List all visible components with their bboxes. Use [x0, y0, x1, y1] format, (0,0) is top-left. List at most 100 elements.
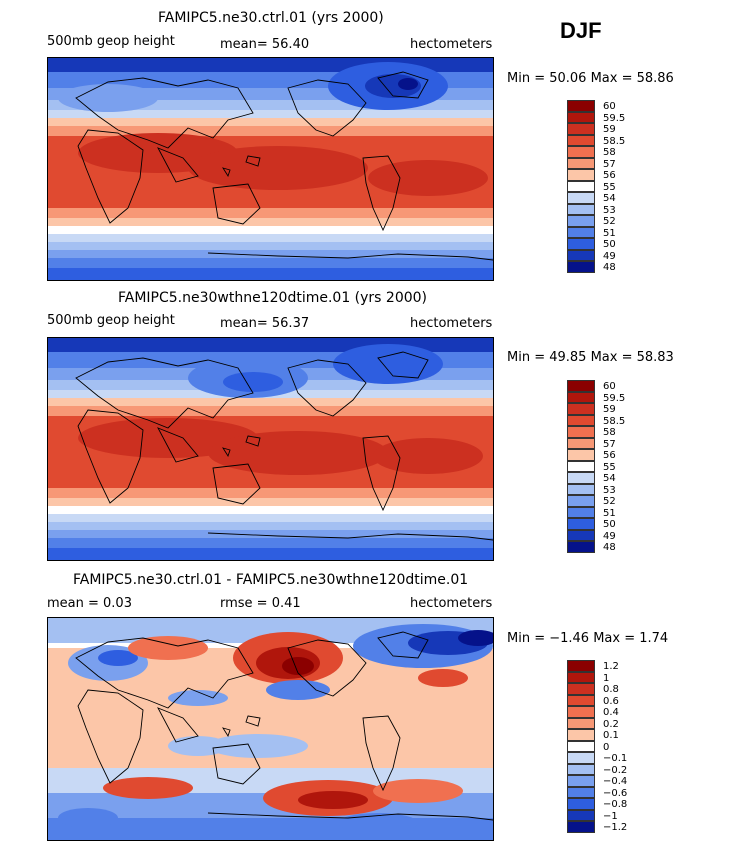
coastline — [77, 409, 144, 504]
panel1-mean-label: mean= 56.40 — [220, 37, 310, 52]
colorbar-swatch — [567, 717, 595, 729]
contour-region — [208, 431, 388, 475]
coastline — [362, 155, 401, 232]
colorbar-label: −0.6 — [603, 787, 628, 799]
colorbar-swatch — [567, 111, 595, 123]
contour-region — [373, 438, 483, 474]
colorbar-swatch — [567, 821, 595, 833]
colorbar-swatch — [567, 391, 595, 403]
colorbar-swatch — [567, 169, 595, 181]
contour-band — [48, 538, 493, 548]
contour-band — [48, 398, 493, 406]
coastline — [77, 689, 144, 784]
colorbar-label: 51 — [603, 227, 616, 239]
colorbar-swatch — [567, 472, 595, 484]
colorbar-swatch — [567, 694, 595, 706]
coastline — [245, 435, 261, 447]
colorbar-label: 52 — [603, 216, 616, 227]
colorbar-label: 58.5 — [603, 415, 626, 427]
colorbar-swatch — [567, 740, 595, 752]
colorbar-swatch — [567, 683, 595, 695]
coastline — [377, 631, 429, 659]
colorbar-swatch — [567, 192, 595, 204]
colorbar-label: 58 — [603, 147, 616, 158]
contour-band — [48, 498, 493, 506]
coastline — [75, 357, 254, 429]
colorbar-label: 56 — [603, 450, 616, 461]
colorbar-label: 51 — [603, 507, 616, 519]
colorbar-swatch — [567, 203, 595, 215]
coastline — [77, 129, 144, 224]
colorbar-label: 53 — [603, 484, 616, 496]
colorbar-label: 60 — [603, 101, 616, 112]
colorbar-label: 58.5 — [603, 135, 626, 147]
colorbar-swatch — [567, 380, 595, 392]
contour-region — [338, 813, 418, 833]
coastline — [207, 252, 493, 261]
coastline — [207, 812, 493, 821]
contour-region — [188, 146, 368, 190]
contour-region — [282, 657, 314, 675]
panel1-map — [47, 57, 494, 281]
contour-region — [208, 734, 308, 758]
colorbar-swatch — [567, 134, 595, 146]
colorbar-swatch — [567, 238, 595, 250]
panel3-mean-label: mean = 0.03 — [47, 596, 132, 611]
colorbar-label: −0.4 — [603, 776, 628, 787]
panel3-units-label: hectometers — [410, 596, 493, 611]
panel1-units-label: hectometers — [410, 37, 493, 52]
colorbar-label: −1 — [603, 810, 618, 822]
contour-region — [368, 160, 488, 196]
colorbar-swatch — [567, 157, 595, 169]
contour-band — [48, 110, 493, 118]
colorbar-label: 57 — [603, 438, 616, 450]
panel2-units-label: hectometers — [410, 316, 493, 331]
season-label: DJF — [560, 18, 602, 43]
colorbar-label: 56 — [603, 170, 616, 181]
colorbar-label: 1 — [603, 672, 610, 684]
colorbar-label: 57 — [603, 158, 616, 170]
coastline — [207, 532, 493, 541]
contour-band — [48, 548, 493, 560]
coastline — [212, 183, 261, 225]
colorbar-label: 59.5 — [603, 392, 626, 404]
colorbar-label: 49 — [603, 250, 616, 262]
contour-band — [48, 406, 493, 416]
contour-band — [48, 118, 493, 126]
colorbar-swatch — [567, 180, 595, 192]
panel3-map — [47, 617, 494, 841]
colorbar-swatch — [567, 495, 595, 507]
contour-band — [48, 234, 493, 242]
contour-band — [48, 208, 493, 218]
contour-band — [48, 258, 493, 268]
coastline — [157, 427, 199, 463]
panel3-map-svg — [48, 618, 493, 840]
contour-region — [58, 84, 158, 112]
colorbar-label: 49 — [603, 530, 616, 542]
colorbar-swatch — [567, 809, 595, 821]
contour-band — [48, 522, 493, 530]
colorbar-label: −0.1 — [603, 753, 628, 764]
coastline — [362, 435, 401, 512]
contour-band — [48, 100, 493, 110]
panel3-minmax: Min = −1.46 Max = 1.74 — [507, 631, 669, 646]
contour-band — [48, 268, 493, 280]
contour-band — [48, 530, 493, 538]
colorbar-swatch — [567, 763, 595, 775]
colorbar-swatch — [567, 414, 595, 426]
panel3-rmse-label: rmse = 0.41 — [220, 596, 301, 611]
coastline — [221, 727, 231, 738]
panel2-title: FAMIPC5.ne30wthne120dtime.01 (yrs 2000) — [118, 290, 428, 306]
colorbar-swatch — [567, 752, 595, 764]
contour-region — [128, 636, 208, 660]
colorbar-swatch — [567, 123, 595, 135]
coastline — [157, 147, 199, 183]
contour-region — [373, 779, 463, 803]
contour-band — [48, 226, 493, 234]
colorbar-label: 0.6 — [603, 695, 619, 707]
coastline — [212, 463, 261, 505]
contour-region — [418, 669, 468, 687]
colorbar-label: 55 — [603, 461, 616, 473]
colorbar-label: −0.2 — [603, 764, 628, 776]
contour-region — [266, 680, 330, 700]
